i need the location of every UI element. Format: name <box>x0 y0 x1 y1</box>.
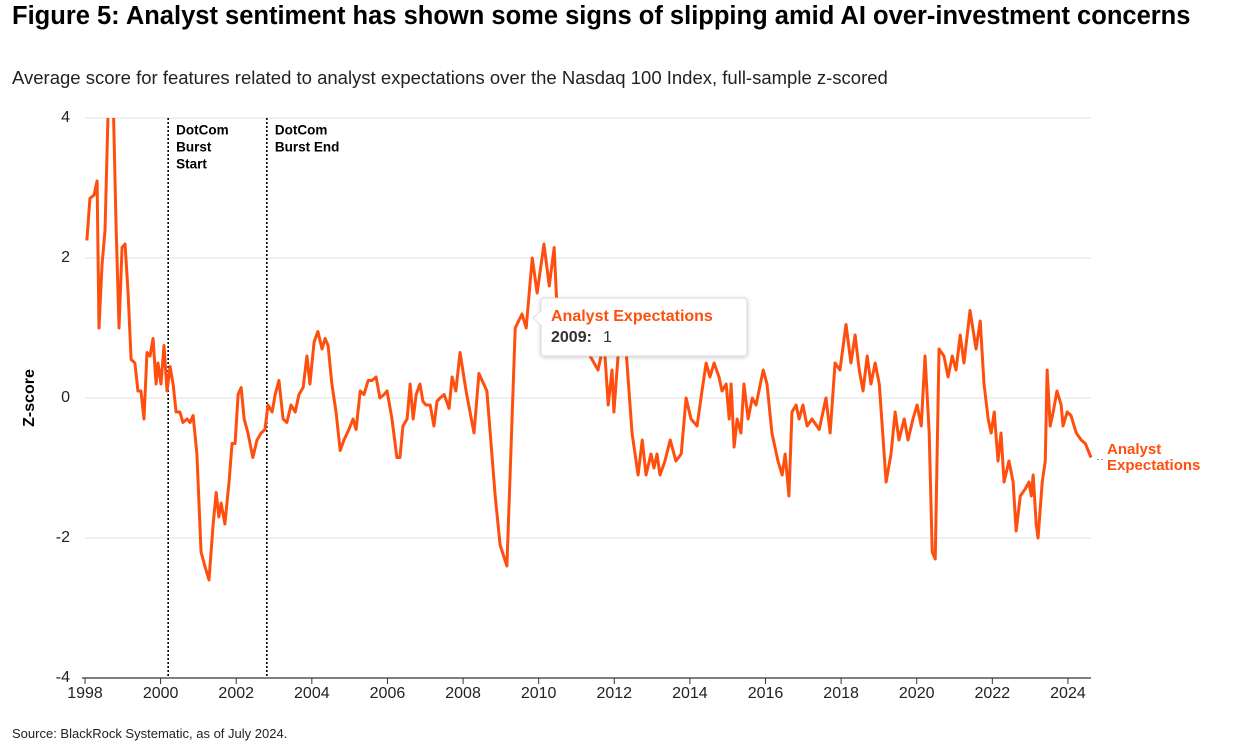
annotation-text: Burst End <box>275 140 340 155</box>
x-tick-label: 1998 <box>67 685 103 702</box>
tooltip-pointer <box>532 308 542 328</box>
y-tick-label: 2 <box>61 249 70 266</box>
annotation-text: DotCom <box>275 123 328 138</box>
x-tick-label: 2004 <box>294 685 330 702</box>
annotation-text: Burst <box>176 140 212 155</box>
x-tick-label: 2002 <box>218 685 254 702</box>
chart-subtitle: Average score for features related to an… <box>12 67 888 88</box>
tooltip-series: Analyst Expectations <box>551 308 713 325</box>
x-tick-label: 2018 <box>823 685 859 702</box>
x-tick-label: 2000 <box>143 685 179 702</box>
annotation-text: Start <box>176 157 207 172</box>
tooltip: Analyst Expectations 2009: 1 <box>532 297 748 357</box>
y-tick-label: 0 <box>61 389 70 406</box>
y-tick-label: -4 <box>56 669 70 686</box>
x-tick-label: 2008 <box>445 685 481 702</box>
x-tick-label: 2012 <box>596 685 632 702</box>
x-tick-label: 2024 <box>1050 685 1086 702</box>
x-tick-label: 2016 <box>748 685 784 702</box>
x-tick-label: 2010 <box>521 685 557 702</box>
x-tick-label: 2020 <box>899 685 935 702</box>
y-axis-label: Z-score <box>21 369 38 427</box>
y-tick-label: -2 <box>56 529 70 546</box>
source-note: Source: BlackRock Systematic, as of July… <box>12 726 288 741</box>
annotation-text: DotCom <box>176 123 229 138</box>
tooltip-label: 2009: <box>551 329 592 346</box>
series-end-label: Analyst Expectations <box>1107 441 1201 474</box>
x-tick-label: 2006 <box>370 685 406 702</box>
x-tick-label: 2014 <box>672 685 708 702</box>
tooltip-value: 1 <box>603 329 612 346</box>
y-tick-label: 4 <box>61 109 70 126</box>
chart-title: Figure 5: Analyst sentiment has shown so… <box>12 2 1191 30</box>
x-tick-label: 2022 <box>975 685 1011 702</box>
tooltip-box <box>540 297 748 357</box>
